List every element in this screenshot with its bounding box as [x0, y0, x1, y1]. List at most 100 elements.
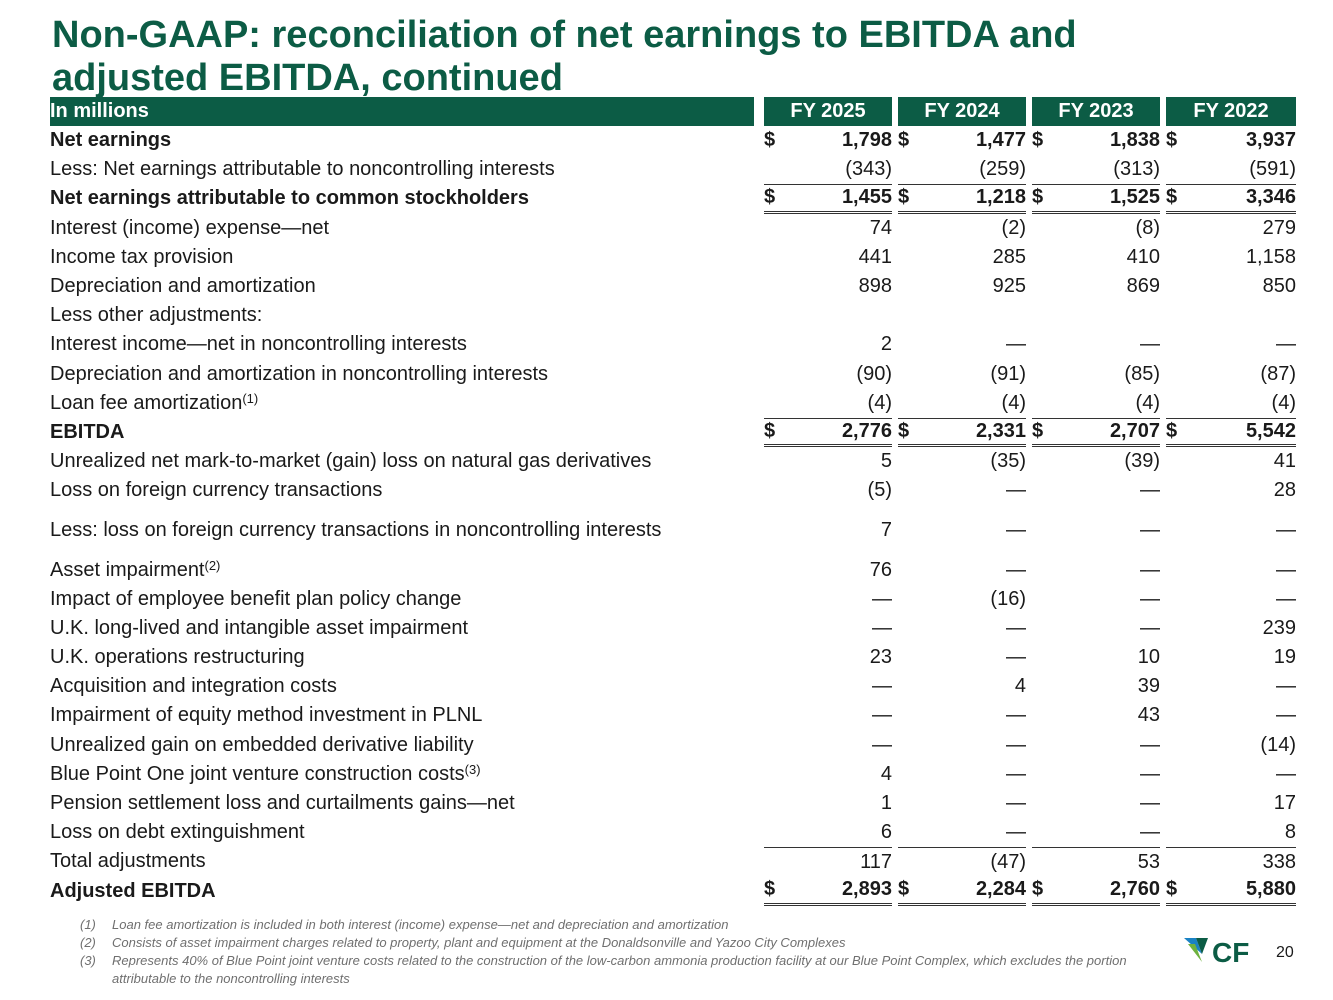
- table-row: Interest (income) expense—net 74 (2) (8) 279: [50, 214, 1296, 243]
- row-label-text: Loss on debt extinguishment: [50, 821, 305, 844]
- value-cell: —: [1140, 558, 1160, 581]
- value-cell: —: [1006, 479, 1026, 502]
- unit-label: In millions: [50, 97, 754, 126]
- row-label: Adjusted EBITDA: [50, 877, 754, 906]
- currency-symbol: [1166, 272, 1188, 301]
- footnote-number: (2): [80, 935, 96, 950]
- value-cell: —: [1276, 675, 1296, 698]
- currency-symbol: $: [898, 877, 920, 906]
- currency-symbol: [1166, 555, 1188, 584]
- row-label: Net earnings: [50, 126, 754, 155]
- currency-symbol: [1032, 760, 1054, 789]
- value-cell: —: [1006, 333, 1026, 356]
- row-label: Unrealized gain on embedded derivative l…: [50, 731, 754, 760]
- row-label-text: Impact of employee benefit plan policy c…: [50, 587, 462, 610]
- currency-symbol: [1166, 155, 1188, 184]
- value-cell: (8): [1135, 216, 1160, 239]
- table-row: Asset impairment(2) 76 — — —: [50, 555, 1296, 584]
- value-cell: (14): [1260, 733, 1296, 756]
- value-cell: 1,477: [975, 129, 1026, 152]
- row-label: U.K. operations restructuring: [50, 643, 754, 672]
- value-cell: (4): [867, 391, 892, 414]
- currency-symbol: [898, 701, 920, 730]
- value-cell: 2,284: [920, 877, 1026, 906]
- value-cell: —: [1006, 646, 1026, 669]
- logo-mark-green: [1196, 938, 1208, 954]
- table-row: Acquisition and integration costs — 4 39 —: [50, 672, 1296, 701]
- currency-symbol: [1166, 789, 1188, 818]
- row-label: U.K. long-lived and intangible asset imp…: [50, 614, 754, 643]
- currency-symbol: [898, 389, 920, 418]
- value-cell: —: [1006, 821, 1026, 844]
- currency-symbol: [898, 214, 920, 243]
- currency-symbol: [1032, 301, 1054, 330]
- value-cell: —: [1276, 762, 1296, 785]
- currency-symbol: [1166, 643, 1188, 672]
- currency-symbol: [898, 585, 920, 614]
- value-cell: (259): [979, 158, 1026, 181]
- value-cell: —: [1140, 587, 1160, 610]
- value-cell: 410: [1126, 245, 1160, 268]
- currency-symbol: [764, 155, 786, 184]
- value-cell: 2,331: [920, 417, 1026, 448]
- value-cell: —: [1140, 792, 1160, 815]
- currency-symbol: $: [764, 129, 776, 152]
- currency-symbol: [1032, 330, 1054, 359]
- value-cell: 1,158: [1245, 245, 1296, 268]
- value-cell: 23: [869, 646, 892, 669]
- row-label: Impact of employee benefit plan policy c…: [50, 585, 754, 614]
- currency-symbol: [898, 672, 920, 701]
- value-cell: —: [872, 733, 892, 756]
- row-label: Interest (income) expense—net: [50, 214, 754, 243]
- value-cell: (35): [990, 450, 1026, 473]
- value-cell: (5): [867, 479, 892, 502]
- value-cell: —: [1140, 616, 1160, 639]
- value-cell: 279: [1262, 216, 1296, 239]
- value-cell: —: [1140, 821, 1160, 844]
- table-row: EBITDA $2,776 $2,331 $2,707 $5,542: [50, 417, 1296, 448]
- footnote-number: (3): [80, 953, 96, 968]
- currency-symbol: [1032, 272, 1054, 301]
- row-label-text: Total adjustments: [50, 850, 206, 873]
- currency-symbol: [898, 360, 920, 389]
- currency-symbol: [764, 476, 786, 505]
- currency-symbol: [898, 818, 920, 847]
- currency-symbol: [1166, 731, 1188, 760]
- row-label: Less: loss on foreign currency transacti…: [50, 505, 754, 555]
- column-header-year: FY 2024: [898, 97, 1026, 126]
- column-header-year: FY 2025: [764, 97, 892, 126]
- value-cell: 1,798: [841, 129, 892, 152]
- value-cell: (90): [856, 362, 892, 385]
- currency-symbol: [764, 272, 786, 301]
- table-row: Loan fee amortization(1) (4) (4) (4) (4): [50, 389, 1296, 418]
- currency-symbol: [764, 672, 786, 701]
- table-row: Impact of employee benefit plan policy c…: [50, 585, 1296, 614]
- currency-symbol: [1032, 214, 1054, 243]
- table-body: Net earnings $1,798 $1,477 $1,838 $3,937 Less…: [50, 126, 1296, 906]
- value-cell: (91): [990, 362, 1026, 385]
- currency-symbol: [1166, 301, 1188, 330]
- column-header-year: FY 2022: [1166, 97, 1296, 126]
- currency-symbol: [1032, 847, 1054, 876]
- value-cell: 28: [1273, 479, 1296, 502]
- currency-symbol: [898, 447, 920, 476]
- row-label: Loan fee amortization(1): [50, 389, 754, 418]
- currency-symbol: [1032, 789, 1054, 818]
- currency-symbol: [1032, 731, 1054, 760]
- currency-symbol: [1166, 760, 1188, 789]
- currency-symbol: $: [898, 129, 910, 152]
- reconciliation-table: In millions FY 2025 FY 2024 FY 2023 FY 2…: [50, 97, 1296, 906]
- currency-symbol: [1032, 155, 1054, 184]
- value-cell: 41: [1273, 450, 1296, 473]
- row-label-text: Net earnings: [50, 129, 172, 152]
- table-row: U.K. long-lived and intangible asset imp…: [50, 614, 1296, 643]
- row-label: Net earnings attributable to common stoc…: [50, 184, 754, 213]
- currency-symbol: $: [1032, 129, 1044, 152]
- currency-symbol: $: [1166, 184, 1188, 214]
- row-label-text: Asset impairment: [50, 559, 205, 582]
- currency-symbol: [898, 789, 920, 818]
- currency-symbol: [1166, 214, 1188, 243]
- currency-symbol: [764, 760, 786, 789]
- value-cell: 10: [1137, 646, 1160, 669]
- currency-symbol: [764, 214, 786, 243]
